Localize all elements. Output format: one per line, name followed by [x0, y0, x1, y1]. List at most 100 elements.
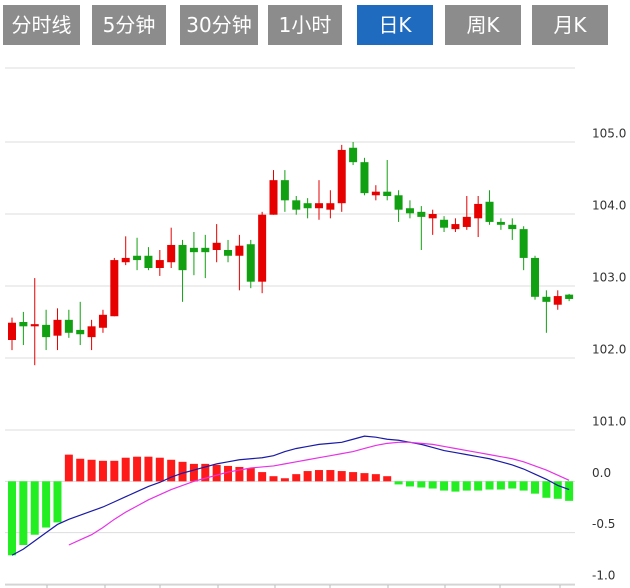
tab[interactable]: 5分钟 — [92, 5, 166, 45]
macd-bar — [189, 463, 198, 482]
tab-bar: 分时线 5分钟 30分钟 1小时 日K 周K 月K — [0, 0, 630, 50]
macd-bar — [258, 472, 267, 482]
macd-bar — [360, 473, 369, 482]
y-tick-label: -1.0 — [592, 569, 615, 583]
macd-bar — [280, 478, 289, 482]
macd-bar — [121, 457, 130, 482]
y-tick-label: 103.0 — [592, 271, 626, 285]
candle-body — [19, 322, 28, 327]
y-tick-label: 104.0 — [592, 199, 626, 213]
candle-body — [201, 247, 210, 253]
candle-body — [326, 203, 335, 210]
tab[interactable]: 周K — [445, 5, 521, 45]
tab[interactable]: 分时线 — [3, 5, 80, 45]
candle-body — [349, 147, 358, 163]
candle-body — [121, 257, 130, 263]
macd-bar — [417, 481, 426, 488]
y-tick-label: 105.0 — [592, 127, 626, 141]
candle-body — [110, 260, 119, 317]
candle-body — [30, 324, 39, 327]
candle-body — [133, 255, 142, 261]
candle-body — [53, 319, 62, 336]
macd-bar — [496, 481, 505, 490]
candle-body — [42, 324, 51, 338]
macd-bar — [462, 481, 471, 491]
macd-bar — [383, 476, 392, 482]
candle-body — [337, 149, 346, 204]
candle-body — [371, 191, 380, 196]
candle-body — [553, 296, 562, 305]
macd-bar — [565, 481, 574, 501]
macd-bar — [155, 457, 164, 482]
macd-bar — [405, 481, 414, 487]
macd-bar — [314, 470, 323, 482]
candle-body — [519, 229, 528, 258]
candle-body — [269, 180, 278, 215]
macd-bar — [133, 456, 142, 482]
candle-body — [440, 219, 449, 228]
candle-body — [474, 203, 483, 219]
macd-bar — [30, 481, 39, 535]
macd-bar — [303, 471, 312, 482]
macd-bar — [87, 459, 96, 482]
macd-bar — [553, 481, 562, 499]
macd-bar — [144, 456, 153, 482]
candle-body — [178, 244, 187, 271]
candle-body — [189, 247, 198, 253]
candle-body — [314, 203, 323, 209]
candle-body — [235, 245, 244, 256]
candle-body — [531, 257, 540, 297]
candle-body — [462, 216, 471, 227]
macd-bar — [337, 471, 346, 482]
candle-body — [451, 224, 460, 230]
candle-body — [405, 208, 414, 214]
candle-body — [496, 221, 505, 225]
macd-bar — [76, 458, 85, 482]
candle-body — [212, 242, 221, 250]
candle-body — [417, 211, 426, 217]
macd-bar — [53, 481, 62, 523]
y-tick-label: -0.5 — [592, 517, 615, 531]
candle-body — [224, 250, 233, 256]
candle-body — [280, 180, 289, 201]
macd-bar — [542, 481, 551, 498]
macd-bar — [110, 460, 119, 482]
macd-bar — [451, 481, 460, 492]
macd-bar — [167, 459, 176, 482]
candle-body — [76, 329, 85, 335]
candle-body — [303, 203, 312, 209]
candle-body — [167, 244, 176, 263]
candle-body — [292, 200, 301, 210]
tab[interactable]: 日K — [357, 5, 433, 45]
macd-bar — [394, 481, 403, 485]
macd-line — [68, 441, 570, 546]
candle-body — [144, 255, 153, 268]
macd-bar — [519, 481, 528, 491]
macd-bar — [19, 481, 28, 545]
candle-body — [87, 326, 96, 338]
tab[interactable]: 1小时 — [268, 5, 342, 45]
tab[interactable]: 月K — [532, 5, 608, 45]
candle-body — [98, 314, 107, 328]
macd-bar — [98, 460, 107, 482]
macd-bar — [531, 481, 540, 494]
macd-bar — [42, 481, 51, 528]
y-tick-label: 0.0 — [592, 466, 611, 480]
y-tick-label: 102.0 — [592, 343, 626, 357]
macd-bar — [212, 464, 221, 482]
macd-bar — [292, 474, 301, 482]
candle-body — [8, 322, 16, 340]
tab[interactable]: 30分钟 — [180, 5, 258, 45]
macd-bar — [224, 465, 233, 482]
candle-body — [360, 162, 369, 194]
candle-body — [258, 214, 267, 282]
macd-bar — [178, 461, 187, 482]
candle-body — [428, 214, 437, 219]
macd-bar — [349, 472, 358, 482]
candle-body — [383, 191, 392, 196]
macd-bar — [201, 463, 210, 482]
macd-bar — [474, 481, 483, 491]
candle-body — [485, 201, 494, 222]
macd-bar — [235, 466, 244, 482]
